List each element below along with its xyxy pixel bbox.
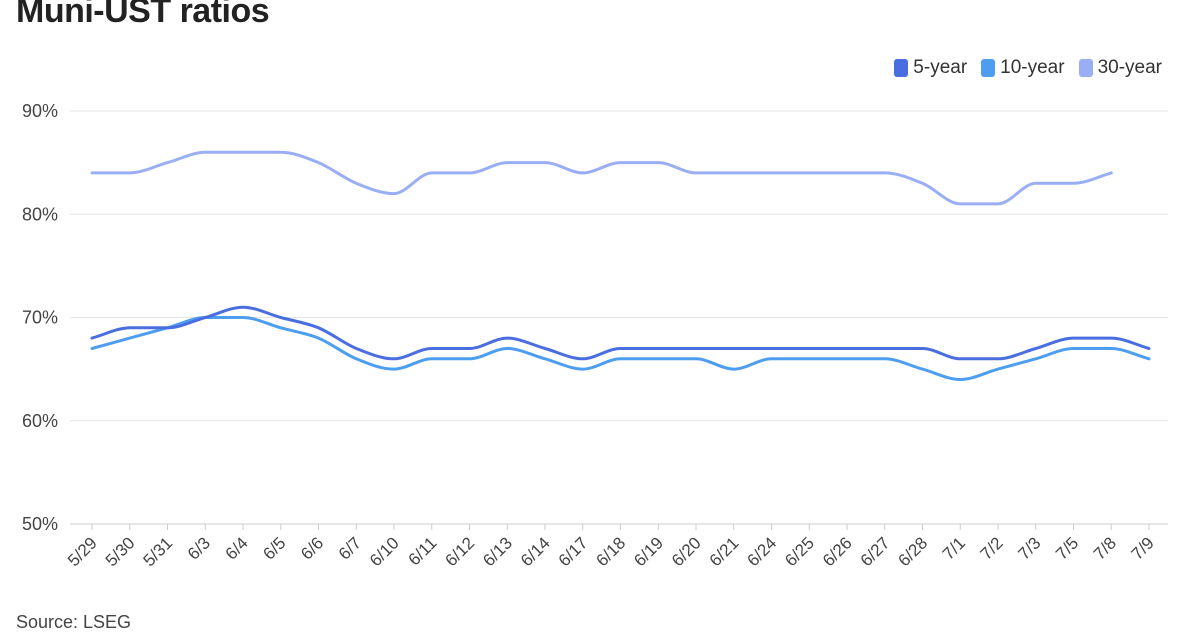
y-tick-label: 80% — [22, 204, 58, 224]
x-tick-label: 6/5 — [259, 533, 289, 563]
x-tick-label: 6/4 — [222, 533, 252, 563]
x-tick-label: 6/25 — [781, 533, 818, 570]
legend-label-30-year: 30-year — [1097, 57, 1162, 78]
x-tick-label: 6/6 — [297, 533, 327, 563]
y-tick-label: 60% — [22, 411, 58, 431]
x-tick-label: 6/7 — [335, 533, 365, 563]
x-tick-label: 7/5 — [1052, 533, 1082, 563]
y-tick-label: 70% — [22, 308, 58, 328]
x-tick-label: 6/21 — [706, 533, 743, 570]
series-line-5-year — [90, 305, 1151, 361]
x-tick-label: 5/30 — [102, 533, 139, 570]
legend-label-5-year: 5-year — [913, 57, 968, 78]
legend-swatch-30-year — [1078, 59, 1093, 77]
x-tick-label: 7/9 — [1128, 533, 1158, 563]
series-line-30-year — [90, 150, 1113, 206]
x-tick-label: 6/10 — [366, 533, 403, 570]
legend-item-5-year[interactable]: 5-year — [894, 57, 967, 79]
x-tick-label: 6/12 — [441, 533, 478, 570]
legend-item-30-year[interactable]: 30-year — [1078, 57, 1162, 79]
x-tick-label: 6/18 — [592, 533, 629, 570]
x-tick-label: 6/17 — [555, 533, 592, 570]
x-tick-label: 6/27 — [857, 533, 894, 570]
series-line-10-year — [90, 316, 1151, 381]
x-tick-label: 7/8 — [1090, 533, 1120, 563]
legend-label-10-year: 10-year — [1000, 57, 1065, 78]
x-tick-label: 6/3 — [184, 533, 214, 563]
legend-swatch-10-year — [981, 59, 996, 77]
y-tick-label: 90% — [22, 101, 58, 121]
legend-item-10-year[interactable]: 10-year — [981, 57, 1065, 79]
x-tick-label: 5/31 — [139, 533, 176, 570]
chart-title: Muni-UST ratios — [16, 0, 270, 30]
x-tick-label: 7/1 — [939, 533, 969, 563]
legend: 5-year 10-year 30-year — [894, 57, 1162, 79]
source-note: Source: LSEG — [16, 612, 132, 632]
legend-swatch-5-year — [894, 59, 909, 77]
x-tick-label: 5/29 — [64, 533, 101, 570]
x-tick-label: 6/11 — [405, 533, 441, 569]
x-tick-label: 7/3 — [1014, 533, 1044, 563]
x-tick-label: 6/24 — [743, 533, 780, 570]
x-tick-label: 6/28 — [894, 533, 931, 570]
x-tick-label: 6/13 — [479, 533, 516, 570]
x-tick-label: 6/14 — [517, 533, 554, 570]
x-tick-label: 6/26 — [819, 533, 856, 570]
x-tick-label: 6/19 — [630, 533, 667, 570]
x-tick-label: 6/20 — [668, 533, 705, 570]
y-tick-label: 50% — [22, 514, 58, 534]
x-tick-label: 7/2 — [977, 533, 1007, 563]
